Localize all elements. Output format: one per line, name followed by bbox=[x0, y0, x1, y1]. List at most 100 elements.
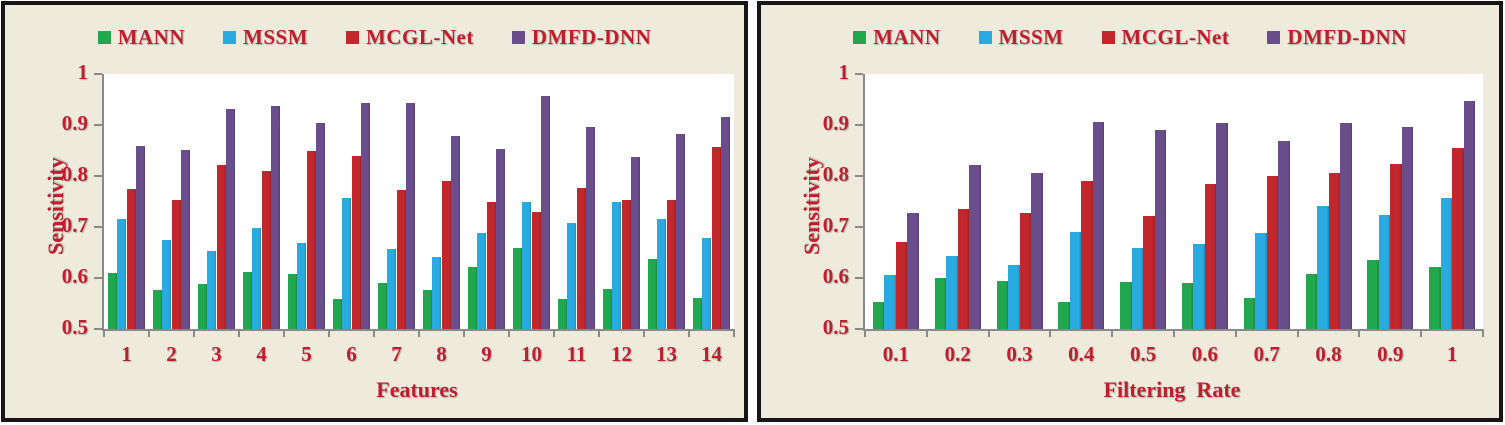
bar-MANN-11 bbox=[558, 298, 568, 329]
bar-MANN-5 bbox=[288, 273, 298, 329]
legend-item-MCGL-Net: MCGL-Net bbox=[346, 25, 474, 50]
x-axis-tick bbox=[1358, 329, 1361, 337]
bar-MSSM-2 bbox=[162, 239, 172, 329]
bar-MCGL-Net-1 bbox=[1452, 147, 1464, 329]
x-axis-tick-label: 14 bbox=[701, 342, 722, 366]
legend-item-MCGL-Net: MCGL-Net bbox=[1101, 25, 1230, 50]
y-axis-tick bbox=[94, 175, 102, 177]
x-axis-tick-label: 0.4 bbox=[1068, 342, 1095, 366]
bar-DMFD-DNN-0.6 bbox=[1216, 123, 1228, 329]
legend-swatch-icon bbox=[97, 31, 111, 44]
legend-label: MCGL-Net bbox=[1121, 25, 1230, 49]
x-axis-tick bbox=[1296, 329, 1299, 337]
x-axis-tick bbox=[553, 329, 555, 337]
x-axis-tick bbox=[103, 329, 105, 337]
bar-MSSM-9 bbox=[477, 233, 487, 329]
bar-MSSM-0.7 bbox=[1255, 232, 1267, 329]
legend-label: MANN bbox=[117, 25, 186, 49]
bar-MSSM-0.1 bbox=[884, 275, 896, 329]
plot-area: 1 0.9 0.8 0.7 0.6 0.5 0.1 0.2 0.3 0.4 0.5 0.6 0.7 0.8… bbox=[823, 61, 1484, 365]
bar-MANN-2 bbox=[153, 290, 163, 329]
bar-MSSM-0.5 bbox=[1131, 247, 1144, 329]
bar-DMFD-DNN-0.3 bbox=[1031, 172, 1043, 329]
legend-item-DMFD-DNN: DMFD-DNN bbox=[1267, 25, 1406, 50]
x-axis-tick-label: 4 bbox=[256, 342, 267, 366]
bar-MANN-7 bbox=[378, 283, 388, 329]
bar-DMFD-DNN-1 bbox=[135, 145, 145, 329]
bar-MCGL-Net-4 bbox=[261, 171, 271, 329]
y-axis-tick-label: 0.8 bbox=[822, 162, 849, 186]
bar-DMFD-DNN-12 bbox=[630, 157, 640, 329]
bar-MCGL-Net-0.2 bbox=[957, 208, 970, 329]
x-axis-tick-label: 0.8 bbox=[1315, 342, 1342, 366]
x-axis-tick-label: 0.1 bbox=[882, 342, 910, 366]
bar-MANN-0.9 bbox=[1367, 260, 1379, 329]
legend: MANN MSSM MCGL-Net DMFD-DNN bbox=[5, 25, 744, 50]
y-axis-tick-label: 0.8 bbox=[61, 162, 88, 186]
legend-label: MCGL-Net bbox=[366, 25, 474, 49]
legend-swatch-icon bbox=[978, 31, 992, 44]
bar-DMFD-DNN-0.2 bbox=[969, 164, 981, 329]
left-chart-panel: MANN MSSM MCGL-Net DMFD-DNN Sensitivity 1 0.… bbox=[1, 1, 748, 422]
y-axis-tick-label: 0.7 bbox=[822, 213, 849, 237]
x-axis-tick bbox=[864, 329, 866, 337]
x-axis-tick-label: 3 bbox=[211, 342, 222, 366]
bar-MANN-12 bbox=[603, 289, 613, 329]
bar-MSSM-1 bbox=[1440, 197, 1453, 329]
bar-MSSM-5 bbox=[297, 243, 307, 329]
y-axis-tick-label: 0.9 bbox=[61, 111, 88, 135]
legend-swatch-icon bbox=[346, 31, 360, 44]
x-axis-tick bbox=[373, 329, 375, 337]
bar-DMFD-DNN-0.1 bbox=[907, 213, 919, 329]
x-axis-tick-label: 10 bbox=[521, 342, 542, 366]
x-axis-title: Filtering Rate bbox=[1103, 377, 1241, 402]
x-axis-tick bbox=[238, 329, 240, 337]
y-axis-tick-label: 0.7 bbox=[61, 213, 88, 237]
bar-DMFD-DNN-0.4 bbox=[1092, 121, 1105, 329]
bar-MSSM-0.4 bbox=[1069, 232, 1082, 329]
bar-MSSM-1 bbox=[117, 218, 127, 329]
y-axis-tick bbox=[855, 124, 863, 126]
bar-MSSM-0.3 bbox=[1008, 264, 1020, 329]
bar-MCGL-Net-0.8 bbox=[1328, 172, 1340, 329]
bar-MSSM-0.9 bbox=[1378, 214, 1391, 329]
x-axis-tick-label: 5 bbox=[301, 342, 312, 366]
x-axis-tick-label: 1 bbox=[1446, 342, 1458, 366]
bar-MANN-1 bbox=[108, 272, 118, 329]
bar-MANN-0.4 bbox=[1058, 302, 1070, 329]
bar-MCGL-Net-0.6 bbox=[1204, 183, 1217, 329]
y-axis-tick bbox=[855, 175, 863, 177]
bar-MSSM-7 bbox=[387, 248, 397, 329]
legend-swatch-icon bbox=[511, 31, 525, 44]
bar-DMFD-DNN-3 bbox=[225, 108, 235, 329]
x-axis-tick bbox=[418, 329, 420, 337]
y-axis-tick bbox=[94, 328, 102, 330]
x-axis-tick bbox=[328, 329, 330, 337]
bar-MCGL-Net-13 bbox=[666, 199, 676, 329]
x-axis-tick bbox=[1173, 329, 1175, 337]
bar-MCGL-Net-0.7 bbox=[1266, 176, 1279, 329]
x-axis-tick bbox=[733, 329, 735, 337]
bar-MANN-1 bbox=[1429, 267, 1441, 329]
bar-MCGL-Net-9 bbox=[486, 202, 496, 329]
x-axis-tick bbox=[643, 329, 645, 337]
y-axis-tick-label: 0.6 bbox=[61, 264, 88, 288]
bar-DMFD-DNN-0.8 bbox=[1340, 123, 1352, 329]
bar-MCGL-Net-0.4 bbox=[1081, 180, 1093, 329]
legend-label: DMFD-DNN bbox=[1287, 25, 1407, 49]
bar-MCGL-Net-7 bbox=[396, 189, 406, 329]
bar-MSSM-4 bbox=[252, 228, 262, 329]
x-axis-tick bbox=[987, 329, 990, 337]
bar-MSSM-13 bbox=[657, 218, 667, 329]
bar-DMFD-DNN-1 bbox=[1463, 100, 1476, 329]
y-axis-tick-label: 1 bbox=[77, 60, 89, 84]
bar-MCGL-Net-11 bbox=[576, 188, 586, 329]
x-axis-tick bbox=[508, 329, 510, 337]
bar-DMFD-DNN-14 bbox=[720, 116, 730, 329]
bar-MANN-0.8 bbox=[1305, 274, 1317, 329]
x-axis-tick bbox=[463, 329, 465, 337]
x-axis-tick-label: 7 bbox=[391, 342, 402, 366]
bar-DMFD-DNN-0.7 bbox=[1278, 141, 1290, 329]
x-axis-tick bbox=[598, 329, 600, 337]
